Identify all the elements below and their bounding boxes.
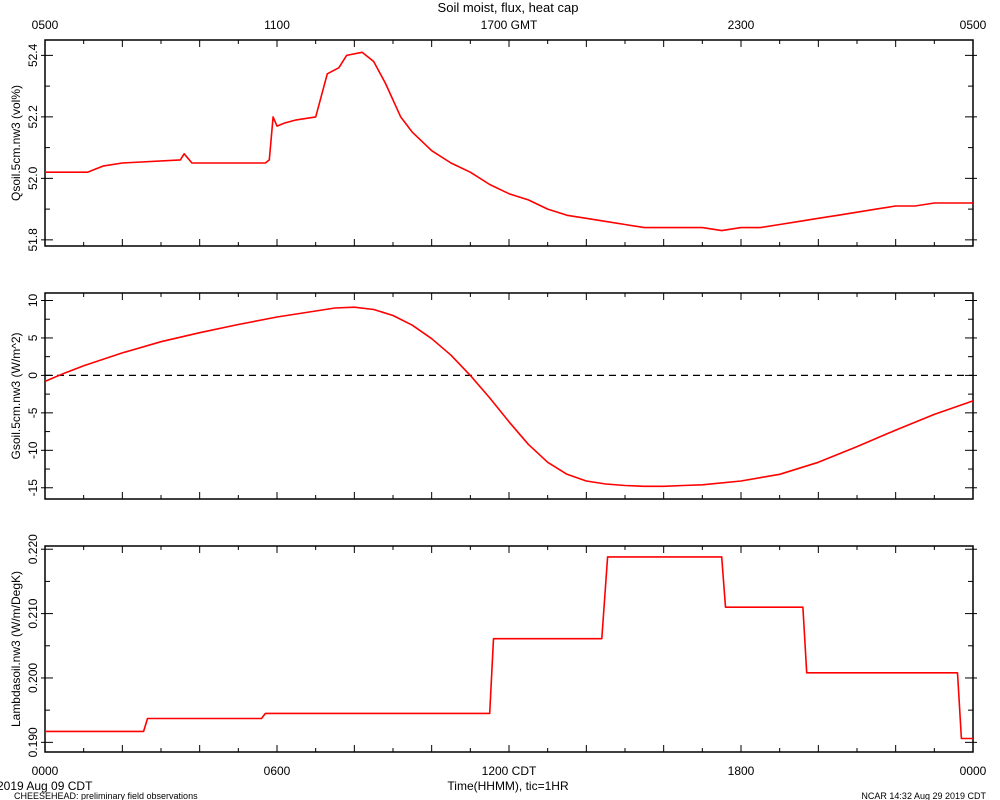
bottom-axis-tick-label: 0600	[264, 764, 291, 778]
bottom-axis-tick-label: 0000	[32, 764, 59, 778]
y-tick-label: 52.0	[26, 166, 40, 190]
chart-panel-1: 51.8 52.0 52.2 52.4 Qsoil.5cm.nw3 (vol%)	[9, 39, 977, 252]
data-series-line	[44, 306, 974, 488]
y-axis-label: Qsoil.5cm.nw3 (vol%)	[9, 85, 23, 201]
bottom-axis-tick-label: 1200 CDT	[482, 764, 537, 778]
top-axis-tick-label: 0500	[960, 18, 987, 32]
y-tick-label: 0	[26, 372, 40, 379]
plot-frame	[44, 545, 974, 753]
y-axis-label: Gsoil.5cm.nw3 (W/m^2)	[9, 333, 23, 460]
top-axis-tick-label: 1700 GMT	[481, 18, 538, 32]
y-tick-label: 52.2	[26, 105, 40, 129]
bottom-axis-ticks: 0000 0600 1200 CDT 1800 0000	[32, 764, 987, 778]
y-tick-label: 51.8	[26, 228, 40, 252]
y-axis-label: Lambdasoil.nw3 (W/m/DegK)	[9, 571, 23, 727]
y-tick-label: 0.200	[26, 663, 40, 693]
y-tick-label: 52.4	[26, 43, 40, 67]
bottom-axis-tick-label: 0000	[960, 764, 987, 778]
y-tick-label: 5	[26, 334, 40, 341]
y-tick-label: -5	[26, 407, 40, 418]
y-tick-label: -15	[26, 479, 40, 497]
y-tick-label: 0.210	[26, 598, 40, 628]
x-axis-label: Time(HHMM), tic=1HR	[447, 779, 569, 793]
top-axis-tick-label: 1100	[264, 18, 290, 32]
y-tick-label: 0.190	[26, 727, 40, 757]
top-axis-tick-label: 2300	[728, 18, 755, 32]
start-date-label: 2019 Aug 09 CDT	[0, 779, 93, 793]
data-series-line	[45, 51, 973, 232]
top-axis-tick-label: 0500	[32, 18, 59, 32]
y-tick-label: 0.220	[26, 534, 40, 564]
top-axis-ticks: 0500 1100 1700 GMT 2300 0500	[32, 18, 987, 32]
y-tick-label: -10	[26, 441, 40, 459]
footer-left: CHEESEHEAD: preliminary field observatio…	[14, 791, 198, 800]
data-series-line	[45, 556, 973, 740]
plot-frame	[44, 292, 974, 500]
footer-right: NCAR 14:32 Aug 29 2019 CDT	[861, 791, 986, 800]
chart-title: Soil moist, flux, heat cap	[438, 0, 579, 15]
y-tick-label: 10	[26, 293, 40, 307]
bottom-axis-tick-label: 1800	[728, 764, 755, 778]
chart-panel-2: -15 -10 -5 0 5 10 Gsoil.5cm.nw3 (W/m^2)	[9, 292, 977, 500]
